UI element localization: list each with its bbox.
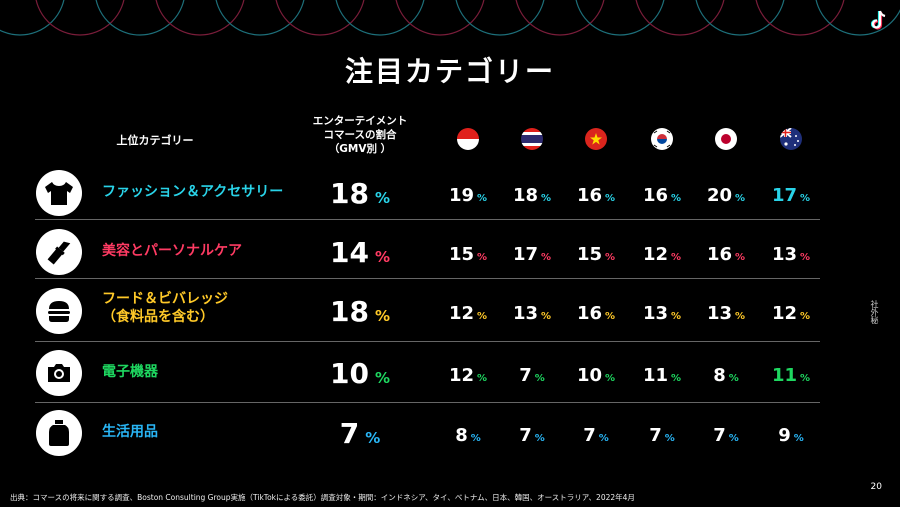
country-value: 8% — [455, 425, 481, 446]
country-value: 12% — [642, 244, 682, 265]
country-value: 7% — [519, 425, 545, 446]
entertainment-share: 18% — [330, 295, 390, 328]
country-value: 7% — [583, 425, 609, 446]
row-divider — [35, 219, 820, 220]
row-divider — [35, 278, 820, 279]
confidential-note: 社外秘 — [870, 300, 879, 324]
tshirt-icon — [36, 170, 82, 216]
country-value: 19% — [448, 185, 488, 206]
camera-icon — [36, 350, 82, 396]
country-value: 7% — [649, 425, 675, 446]
country-value: 12% — [448, 303, 488, 324]
country-value: 12% — [771, 303, 811, 324]
category-label: ファッション＆アクセサリー — [102, 184, 284, 200]
category-row-food: フード＆ビバレッジ （食料品を含む） 18% — [0, 288, 900, 338]
lipstick-icon — [36, 229, 82, 275]
category-label: 電子機器 — [102, 364, 158, 380]
country-value: 12% — [448, 365, 488, 386]
source-note: 出典：コマースの将来に関する調査、Boston Consulting Group… — [10, 493, 635, 502]
country-value: 10% — [576, 365, 616, 386]
country-value: 15% — [448, 244, 488, 265]
row-divider — [35, 402, 820, 403]
country-value: 17% — [512, 244, 552, 265]
country-value: 13% — [771, 244, 811, 265]
country-value: 7% — [713, 425, 739, 446]
entertainment-share: 14% — [330, 236, 390, 269]
page-number: 20 — [870, 482, 882, 492]
country-value: 15% — [576, 244, 616, 265]
entertainment-share: 10% — [330, 357, 390, 390]
decorative-arcs — [0, 0, 900, 36]
country-value: 18% — [512, 185, 552, 206]
country-value: 13% — [512, 303, 552, 324]
burger-icon — [36, 288, 82, 334]
category-label: フード＆ビバレッジ （食料品を含む） — [102, 291, 228, 325]
header-entertainment-share: エンターテイメント コマースの割合 （GMV別 ） — [312, 115, 408, 155]
country-value: 16% — [706, 244, 746, 265]
row-divider — [35, 341, 820, 342]
vietnam-flag — [585, 128, 607, 150]
australia-flag — [780, 128, 802, 150]
indonesia-flag — [457, 128, 479, 150]
bottle-icon — [36, 410, 82, 456]
korea-flag — [651, 128, 673, 150]
category-row-fashion: ファッション＆アクセサリー 18% — [0, 170, 900, 218]
entertainment-share: 7% — [339, 417, 381, 450]
thailand-flag — [521, 128, 543, 150]
country-value: 13% — [706, 303, 746, 324]
country-value: 11% — [642, 365, 682, 386]
country-value: 16% — [576, 185, 616, 206]
country-value: 16% — [576, 303, 616, 324]
entertainment-share: 18% — [330, 177, 390, 210]
country-value: 20% — [706, 185, 746, 206]
country-value: 17% — [771, 185, 811, 206]
category-row-electronics: 電子機器 10% — [0, 350, 900, 398]
country-value: 13% — [642, 303, 682, 324]
category-label: 美容とパーソナルケア — [102, 243, 242, 259]
japan-flag — [715, 128, 737, 150]
country-value: 8% — [713, 365, 739, 386]
page-title: 注目カテゴリー — [344, 55, 555, 88]
category-row-household: 生活用品 7% — [0, 410, 900, 458]
country-value: 16% — [642, 185, 682, 206]
country-value: 11% — [771, 365, 811, 386]
category-row-beauty: 美容とパーソナルケア 14% — [0, 229, 900, 277]
tiktok-logo-icon — [870, 10, 886, 30]
category-label: 生活用品 — [102, 424, 158, 440]
country-value: 9% — [778, 425, 804, 446]
country-value: 7% — [519, 365, 545, 386]
header-category: 上位カテゴリー — [116, 134, 194, 147]
